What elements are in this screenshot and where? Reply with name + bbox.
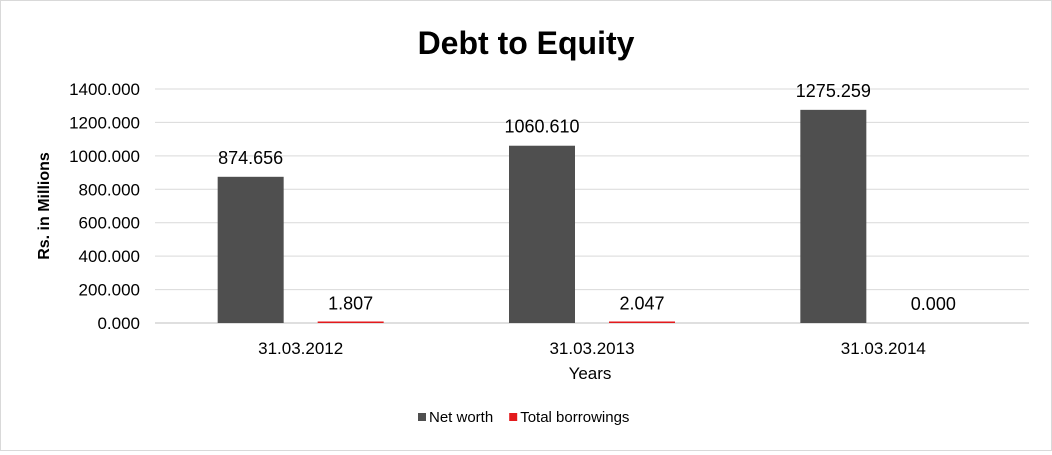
gridlines — [155, 88, 1029, 324]
y-axis-title: Rs. in Millions — [36, 152, 53, 260]
data-label: 1060.610 — [504, 117, 579, 137]
y-tick-label: 1400.000 — [69, 80, 140, 99]
legend-label-net-worth: Net worth — [429, 409, 493, 426]
legend: Net worth Total borrowings — [418, 409, 629, 426]
x-tick-label: 31.03.2014 — [841, 339, 926, 358]
y-tick-labels: 0.000 200.000 400.000 600.000 800.000 1000.00… — [69, 80, 140, 333]
bar-total-borrowings — [317, 321, 384, 323]
y-tick-label: 600.000 — [79, 214, 140, 233]
legend-label-total-borrowings: Total borrowings — [520, 409, 629, 426]
y-tick-label: 800.000 — [79, 180, 140, 199]
bar-net-worth — [800, 109, 867, 323]
y-tick-label: 400.000 — [79, 247, 140, 266]
bar-total-borrowings — [609, 321, 675, 323]
data-label: 874.656 — [218, 148, 283, 168]
bar-net-worth — [509, 145, 575, 323]
data-label: 1275.259 — [796, 81, 871, 101]
x-tick-label: 31.03.2013 — [549, 339, 634, 358]
y-tick-label: 1000.000 — [69, 147, 140, 166]
x-tick-labels: 31.03.2012 31.03.2013 31.03.2014 — [258, 339, 926, 358]
legend-swatch-total-borrowings — [509, 413, 518, 421]
y-tick-label: 0.000 — [97, 314, 140, 333]
x-tick-label: 31.03.2012 — [258, 339, 343, 358]
legend-swatch-net-worth — [418, 413, 426, 421]
bar-net-worth — [217, 176, 284, 323]
x-axis-title: Years — [569, 364, 612, 383]
data-label: 2.047 — [619, 294, 664, 314]
bars: 874.656 1.807 1060.610 2.047 1275.259 0.000 — [217, 81, 956, 323]
data-label: 0.000 — [911, 294, 956, 314]
y-tick-label: 200.000 — [79, 281, 140, 300]
y-tick-label: 1200.000 — [69, 113, 140, 132]
chart-title: Debt to Equity — [418, 25, 635, 61]
data-label: 1.807 — [328, 294, 373, 314]
